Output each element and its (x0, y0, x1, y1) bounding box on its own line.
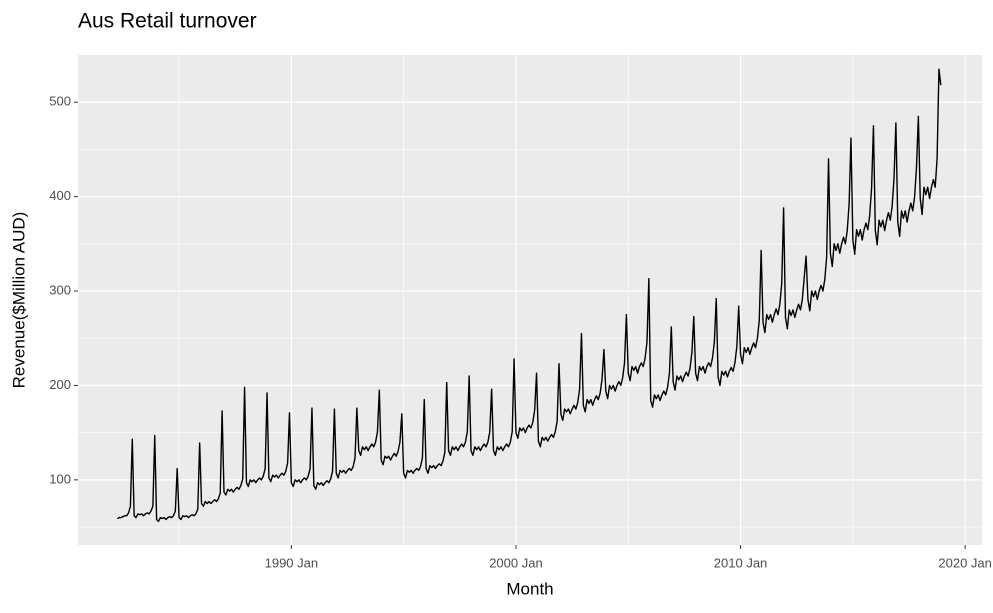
x-tick-label: 1990 Jan (265, 555, 319, 570)
x-tick-label: 2000 Jan (489, 555, 543, 570)
line (116, 68, 942, 523)
y-tick-label: 100 (49, 471, 71, 486)
x-tick-label: 2020 Jan (938, 555, 992, 570)
y-tick-label: 400 (49, 188, 71, 203)
marks (116, 68, 942, 523)
y-tick-label: 200 (49, 377, 71, 392)
x-axis-title: Month (506, 579, 553, 598)
chart-title: Aus Retail turnover (78, 10, 257, 33)
y-axis-title: Revenue($Million AUD) (9, 212, 28, 389)
x-tick-label: 2010 Jan (714, 555, 768, 570)
grid (78, 55, 982, 545)
y-tick-label: 300 (49, 282, 71, 297)
panel (78, 55, 982, 545)
y-tick-label: 500 (49, 94, 71, 109)
